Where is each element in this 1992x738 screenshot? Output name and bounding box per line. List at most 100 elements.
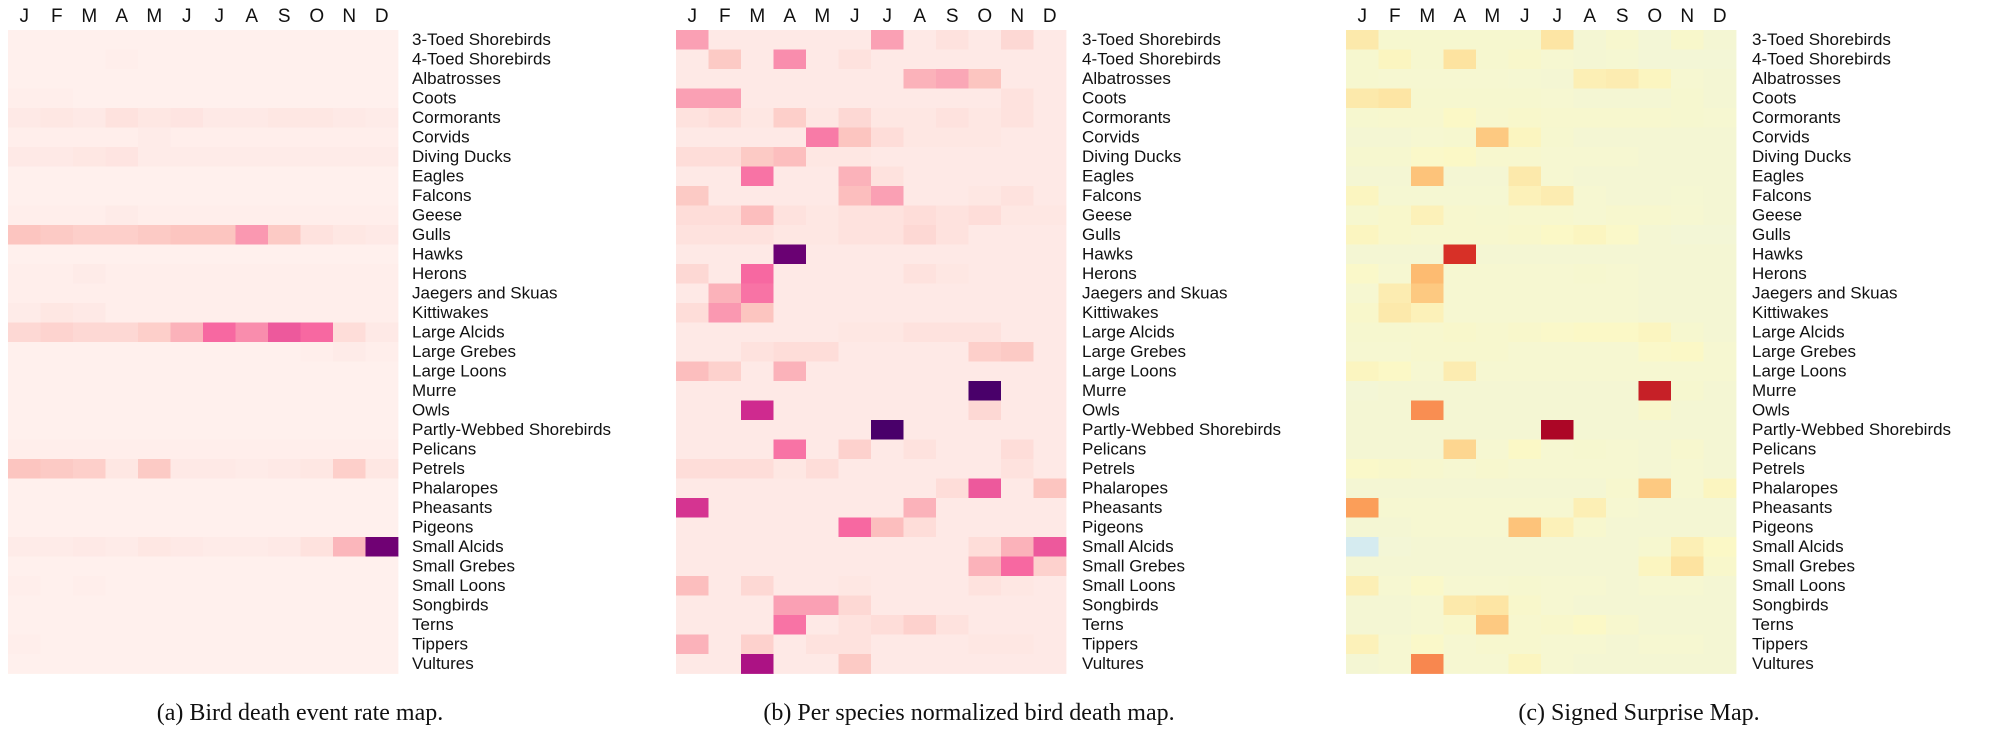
heatmap-cell — [138, 537, 171, 557]
heatmap-cell — [708, 498, 742, 518]
heatmap-cell — [741, 88, 774, 109]
heatmap-cell — [1606, 634, 1639, 655]
heatmap-cell — [1001, 244, 1034, 265]
heatmap-cell — [235, 381, 269, 401]
heatmap-cell — [40, 615, 74, 635]
row-label: Pelicans — [412, 440, 476, 459]
heatmap-cell — [1346, 361, 1379, 382]
month-label: F — [51, 6, 63, 27]
heatmap-cell — [936, 283, 969, 304]
heatmap-cell — [1573, 381, 1607, 401]
row-label: Coots — [412, 89, 456, 108]
heatmap-cell — [968, 205, 1002, 226]
heatmap-cell — [1703, 88, 1737, 109]
row-label: Songbirds — [1082, 596, 1159, 615]
row-label: Small Alcids — [412, 537, 504, 556]
heatmap-cell — [1476, 166, 1509, 187]
heatmap-cell — [806, 205, 839, 226]
heatmap-cell — [300, 634, 334, 655]
heatmap-cell — [73, 634, 106, 655]
row-label: Petrels — [1752, 459, 1805, 478]
heatmap-cell — [203, 108, 236, 128]
heatmap-cell — [1443, 381, 1477, 401]
heatmap-cell — [1508, 420, 1542, 440]
heatmap-cell — [235, 49, 269, 70]
heatmap-cell — [936, 537, 969, 557]
heatmap-cell — [1033, 264, 1067, 284]
row-label: Pigeons — [1752, 518, 1813, 537]
heatmap-cell — [838, 127, 872, 148]
heatmap-cell — [903, 498, 937, 518]
heatmap-cell — [300, 400, 334, 421]
heatmap-cell — [365, 127, 399, 148]
heatmap-cell — [871, 69, 904, 89]
heatmap-cell — [333, 225, 366, 245]
heatmap-cell — [676, 361, 709, 382]
heatmap-cell — [936, 88, 969, 109]
heatmap-cell — [773, 361, 807, 382]
heatmap-cell — [203, 439, 236, 460]
month-label: A — [1583, 6, 1596, 27]
heatmap-cell — [1541, 420, 1574, 440]
heatmap-cell — [1606, 517, 1639, 538]
heatmap-cell — [1638, 49, 1672, 70]
heatmap-cell — [365, 556, 399, 577]
heatmap-cell — [1378, 166, 1412, 187]
heatmap-cell — [268, 88, 301, 109]
heatmap-cell — [1638, 459, 1672, 479]
heatmap-cell — [1443, 30, 1477, 50]
heatmap-cell — [1573, 439, 1607, 460]
heatmap-cell — [1476, 88, 1509, 109]
row-label: Falcons — [1752, 186, 1812, 205]
heatmap-cell — [235, 615, 269, 635]
heatmap-cell — [968, 361, 1002, 382]
heatmap-cell — [903, 108, 937, 128]
heatmap-cell — [1476, 498, 1509, 518]
heatmap-cell — [773, 108, 807, 128]
heatmap-cell — [203, 517, 236, 538]
heatmap-cell — [903, 576, 937, 596]
heatmap-cell — [138, 654, 171, 674]
heatmap-cell — [203, 283, 236, 304]
heatmap-cell — [1606, 498, 1639, 518]
heatmap-cell — [773, 205, 807, 226]
heatmap-cell — [806, 283, 839, 304]
heatmap-cell — [8, 498, 41, 518]
heatmap-cell — [300, 556, 334, 577]
heatmap-cell — [1541, 654, 1574, 674]
month-label: A — [783, 6, 796, 27]
heatmap-cell — [1346, 108, 1379, 128]
heatmap-cell — [968, 439, 1002, 460]
heatmap-cell — [300, 186, 334, 206]
heatmap-cell — [268, 615, 301, 635]
heatmap-cell — [1476, 69, 1509, 89]
heatmap-cell — [73, 49, 106, 70]
heatmap-cell — [203, 420, 236, 440]
heatmap-cell — [268, 439, 301, 460]
heatmap-cell — [1606, 264, 1639, 284]
heatmap-cell — [1346, 576, 1379, 596]
heatmap-cell — [1671, 186, 1704, 206]
heatmap-cell — [1638, 88, 1672, 109]
heatmap-cell — [333, 342, 366, 362]
row-label: Pheasants — [412, 498, 492, 517]
heatmap-cell — [708, 166, 742, 187]
row-label: Falcons — [1082, 186, 1142, 205]
heatmap-cell — [1573, 166, 1607, 187]
heatmap-cell — [1346, 186, 1379, 206]
heatmap-cell — [708, 537, 742, 557]
heatmap-cell — [838, 537, 872, 557]
heatmap-cell — [741, 225, 774, 245]
heatmap-cell — [968, 654, 1002, 674]
heatmap-cell — [1443, 225, 1477, 245]
heatmap-cell — [1638, 654, 1672, 674]
heatmap-cell — [903, 595, 937, 616]
heatmap-cell — [871, 459, 904, 479]
heatmap-cell — [773, 342, 807, 362]
heatmap-cell — [333, 439, 366, 460]
heatmap-cell — [1703, 478, 1737, 499]
month-label: J — [1520, 6, 1530, 27]
heatmap-cell — [1378, 283, 1412, 304]
heatmap-cell — [1703, 556, 1737, 577]
